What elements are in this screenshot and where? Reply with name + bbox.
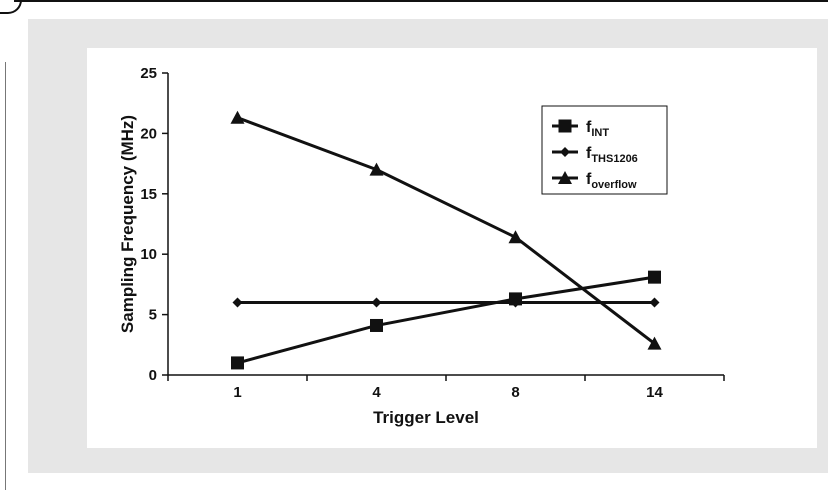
legend-label-main: f [586, 119, 592, 136]
legend-label: fTHS1206 [586, 145, 638, 165]
plot-area-background [87, 48, 817, 448]
series-overflow [230, 110, 662, 350]
diamond-marker [649, 297, 660, 308]
y-tick-label: 25 [140, 65, 157, 82]
legend-triangle-marker [558, 171, 572, 184]
y-tick-label: 10 [140, 246, 157, 263]
triangle-marker [230, 110, 245, 124]
series-int [231, 270, 661, 370]
series-layer [230, 110, 662, 370]
series-line [237, 275, 655, 365]
triangle-marker [369, 162, 384, 176]
page-side-rule [5, 62, 6, 490]
triangle-marker [647, 336, 662, 350]
square-marker [370, 318, 383, 332]
y-tick-label: 0 [149, 367, 157, 384]
legend-label: foverflow [586, 171, 637, 191]
x-axis-title: Trigger Level [373, 408, 479, 427]
legend-label-subscript: INT [591, 127, 609, 139]
page-top-rule [14, 0, 828, 2]
series-ths1206 [232, 297, 660, 308]
triangle-marker [508, 230, 523, 244]
y-axis-title: Sampling Frequency (MHz) [118, 115, 137, 333]
x-tick-label: 4 [372, 384, 381, 401]
legend-diamond-marker [560, 147, 570, 157]
diamond-marker [371, 297, 382, 308]
legend-square-marker [558, 119, 572, 133]
x-tick-label: 8 [511, 384, 519, 401]
square-marker [648, 270, 661, 284]
y-tick-label: 15 [140, 186, 157, 203]
legend-item: fTHS1206 [552, 145, 638, 165]
legend-label-subscript: overflow [591, 179, 637, 191]
legend-label-subscript: THS1206 [591, 153, 637, 165]
legend-item: foverflow [552, 171, 637, 191]
legend-label: fINT [586, 119, 609, 139]
legend-label-main: f [586, 145, 592, 162]
diamond-marker [510, 297, 521, 308]
x-tick-label: 1 [233, 384, 241, 401]
legend-item: fINT [552, 119, 609, 139]
series-line [236, 116, 656, 345]
diamond-marker [232, 297, 243, 308]
y-tick-label: 5 [149, 307, 157, 324]
y-tick-label: 20 [140, 125, 157, 142]
x-tick-label: 14 [646, 384, 663, 401]
square-marker [231, 356, 244, 370]
legend-label-main: f [586, 171, 592, 188]
